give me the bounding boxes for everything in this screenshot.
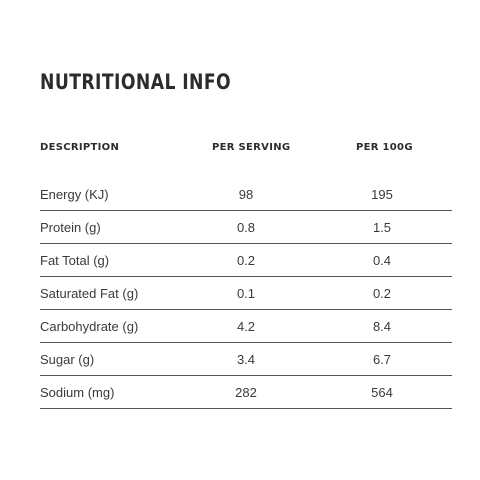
table-header: DESCRIPTION PER SERVING PER 100G xyxy=(40,140,452,156)
table-row: Saturated Fat (g) 0.1 0.2 xyxy=(40,277,452,310)
table-row: Energy (KJ) 98 195 xyxy=(40,178,452,211)
row-per-100g: 195 xyxy=(371,187,393,202)
row-description: Sodium (mg) xyxy=(40,385,115,400)
row-per-serving: 4.2 xyxy=(236,319,256,334)
row-per-serving: 0.8 xyxy=(236,220,256,235)
column-header-per-100g: PER 100G xyxy=(356,142,413,153)
row-description: Saturated Fat (g) xyxy=(40,286,139,301)
table-row: Sodium (mg) 282 564 xyxy=(40,376,452,409)
column-header-description: DESCRIPTION xyxy=(40,142,120,153)
row-per-100g: 1.5 xyxy=(372,220,392,235)
row-per-100g: 6.7 xyxy=(372,352,392,367)
row-per-100g: 564 xyxy=(371,385,393,400)
nutrition-table-body: Energy (KJ) 98 195 Protein (g) 0.8 1.5 F… xyxy=(40,178,452,409)
page-title: NUTRITIONAL INFO xyxy=(40,70,232,94)
column-header-per-serving: PER SERVING xyxy=(212,142,291,153)
row-per-serving: 0.1 xyxy=(236,286,256,301)
row-per-100g: 8.4 xyxy=(372,319,392,334)
table-row: Fat Total (g) 0.2 0.4 xyxy=(40,244,452,277)
row-description: Fat Total (g) xyxy=(40,253,110,268)
row-description: Protein (g) xyxy=(40,220,101,235)
row-per-serving: 282 xyxy=(235,385,257,400)
table-row: Sugar (g) 3.4 6.7 xyxy=(40,343,452,376)
table-row: Protein (g) 0.8 1.5 xyxy=(40,211,452,244)
row-per-serving: 98 xyxy=(238,187,254,202)
table-row: Carbohydrate (g) 4.2 8.4 xyxy=(40,310,452,343)
row-description: Sugar (g) xyxy=(40,352,95,367)
row-description: Energy (KJ) xyxy=(40,187,109,202)
row-description: Carbohydrate (g) xyxy=(40,319,139,334)
row-per-100g: 0.2 xyxy=(372,286,392,301)
row-per-serving: 0.2 xyxy=(236,253,256,268)
row-per-100g: 0.4 xyxy=(372,253,392,268)
row-per-serving: 3.4 xyxy=(236,352,256,367)
